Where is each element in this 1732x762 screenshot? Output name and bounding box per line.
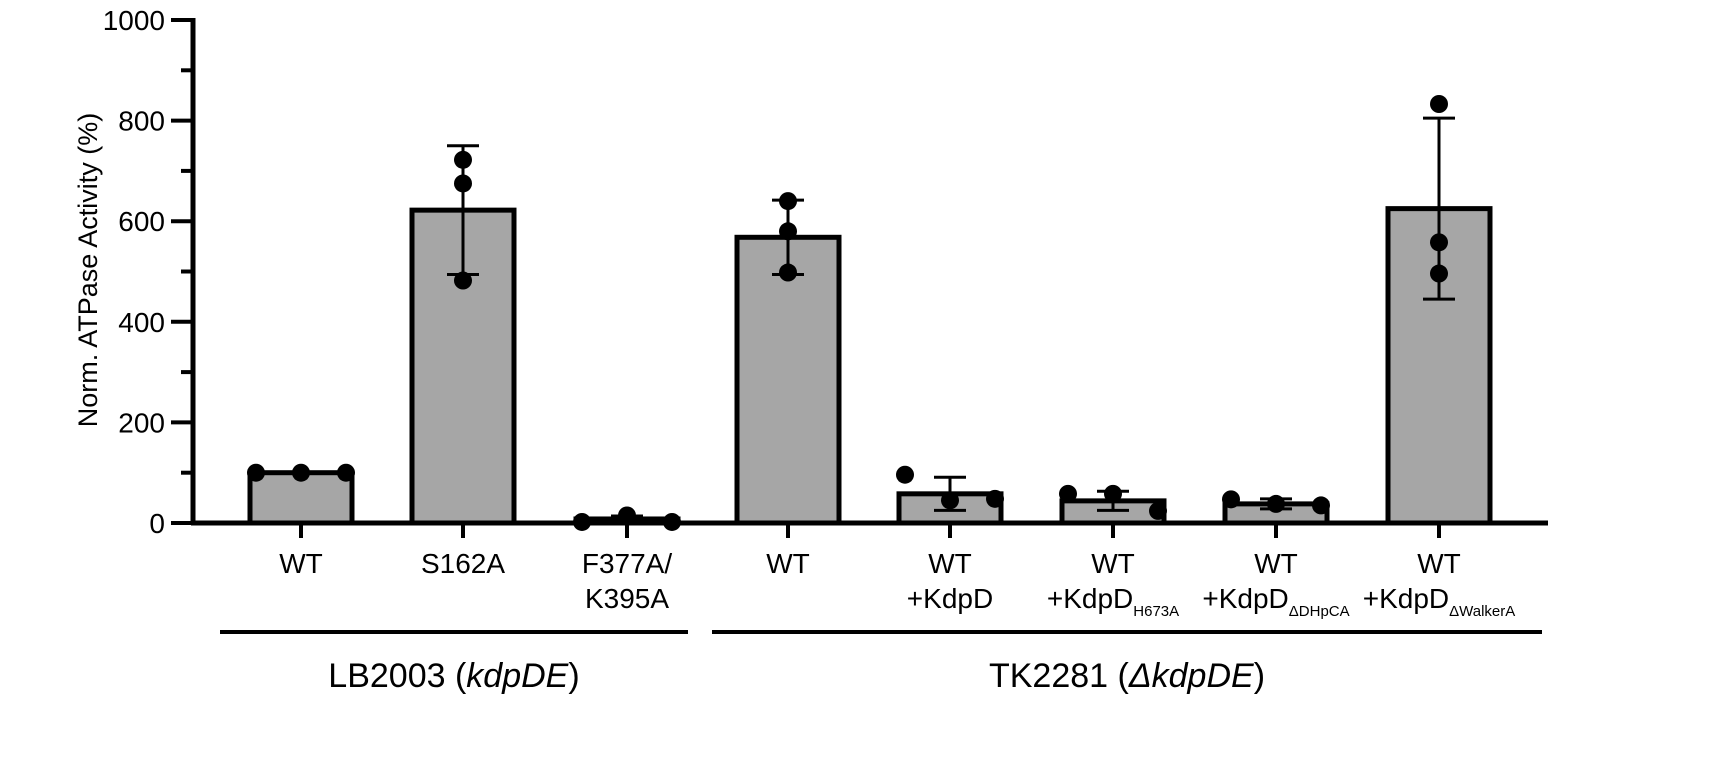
- y-tick-label: 1000: [103, 5, 165, 36]
- data-point: [941, 491, 959, 510]
- data-point: [1312, 496, 1330, 515]
- y-tick-label: 800: [118, 106, 165, 137]
- data-point: [292, 463, 310, 482]
- y-tick-label: 200: [118, 407, 165, 438]
- data-point: [896, 465, 914, 484]
- data-point: [454, 150, 472, 169]
- group-label: TK2281 (ΔkdpDE): [989, 657, 1265, 695]
- category-label-line2: K395A: [585, 583, 669, 614]
- group-label: LB2003 (kdpDE): [328, 657, 579, 695]
- labels-layer: 0 200 400 600 800 1000 WT S162A F377A/K395A WT WT +…: [103, 5, 1516, 695]
- category-label-line1: WT: [766, 548, 810, 579]
- category-label-line1: WT: [1091, 548, 1135, 579]
- category-label-line1: WT: [1417, 548, 1461, 579]
- category-label-line1: WT: [1254, 548, 1298, 579]
- category-label-line1: WT: [928, 548, 972, 579]
- data-point: [1104, 484, 1122, 503]
- data-point: [247, 463, 265, 482]
- y-tick-label: 400: [118, 307, 165, 338]
- data-point: [1430, 95, 1448, 114]
- data-point: [1059, 484, 1077, 503]
- category-subscript: ΔWalkerA: [1449, 603, 1515, 620]
- y-axis-label: Norm. ATPase Activity (%): [73, 113, 103, 428]
- category-label-line2: +KdpDΔWalkerA: [1363, 583, 1516, 620]
- category-label-line2: +KdpDH673A: [1047, 583, 1179, 620]
- data-point: [1149, 501, 1167, 520]
- data-point: [454, 174, 472, 193]
- error-bars-layer: [447, 116, 1455, 524]
- axes-layer: [171, 18, 1548, 634]
- y-tick-label: 600: [118, 206, 165, 237]
- data-point: [986, 489, 1004, 508]
- category-label-line1: F377A/: [582, 548, 672, 579]
- category-label-line1: S162A: [421, 548, 505, 579]
- bars-layer: [247, 206, 1493, 526]
- bar: [734, 234, 842, 526]
- category-label-line2: +KdpDΔDHpCA: [1202, 583, 1349, 620]
- data-points-layer: [247, 95, 1448, 531]
- category-label-line1: WT: [279, 548, 323, 579]
- data-point: [779, 192, 797, 211]
- data-point: [1222, 490, 1240, 509]
- data-point: [779, 222, 797, 241]
- data-point: [1430, 264, 1448, 283]
- category-label-line2: +KdpD: [907, 583, 993, 614]
- data-point: [1267, 494, 1285, 513]
- data-point: [454, 271, 472, 290]
- data-point: [618, 506, 636, 525]
- category-subscript: H673A: [1133, 603, 1179, 620]
- data-point: [1430, 233, 1448, 252]
- category-subscript: ΔDHpCA: [1289, 603, 1350, 620]
- y-tick-label: 0: [149, 508, 165, 539]
- data-point: [779, 263, 797, 282]
- data-point: [337, 463, 355, 482]
